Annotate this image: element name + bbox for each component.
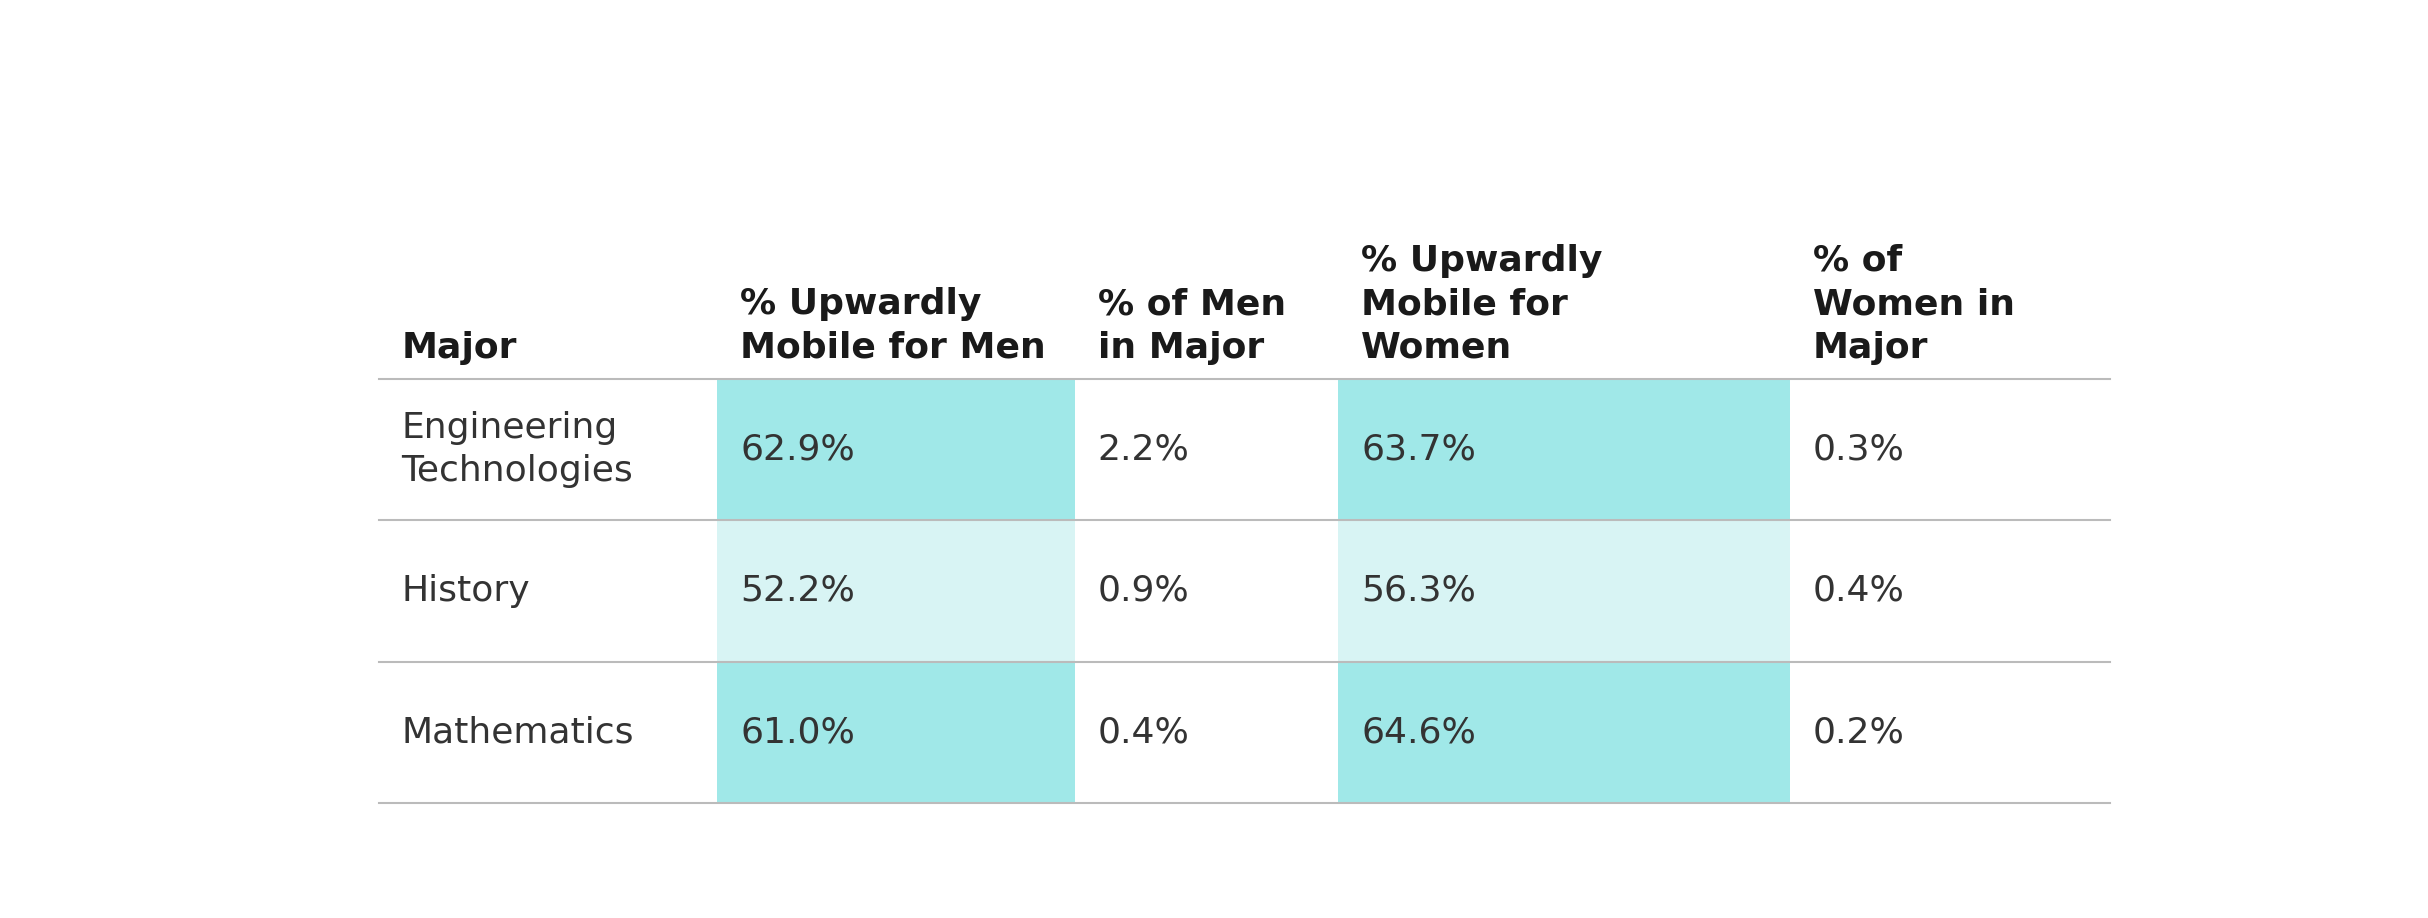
Bar [1338,662,1789,803]
Text: History: History [401,574,529,608]
Text: 0.9%: 0.9% [1097,574,1190,608]
Text: 2.2%: 2.2% [1097,432,1190,466]
Text: 56.3%: 56.3% [1362,574,1476,608]
Text: 52.2%: 52.2% [741,574,855,608]
Text: % of Men
in Major: % of Men in Major [1097,287,1287,364]
Text: % Upwardly
Mobile for
Women: % Upwardly Mobile for Women [1362,244,1602,364]
Bar [1338,521,1789,662]
Text: % Upwardly
Mobile for Men: % Upwardly Mobile for Men [741,287,1046,364]
Text: 61.0%: 61.0% [741,715,855,749]
Bar [719,379,1076,521]
Text: Major: Major [401,330,517,364]
Text: Engineering
Technologies: Engineering Technologies [401,410,634,488]
Text: 62.9%: 62.9% [741,432,855,466]
Text: 0.2%: 0.2% [1814,715,1904,749]
Bar [1338,379,1789,521]
Text: 64.6%: 64.6% [1362,715,1476,749]
Text: Mathematics: Mathematics [401,715,634,749]
Text: 0.4%: 0.4% [1097,715,1190,749]
Text: 0.3%: 0.3% [1814,432,1904,466]
Text: 63.7%: 63.7% [1362,432,1476,466]
Text: 0.4%: 0.4% [1814,574,1904,608]
Bar [719,521,1076,662]
Bar [719,662,1076,803]
Text: % of
Women in
Major: % of Women in Major [1814,244,2015,364]
